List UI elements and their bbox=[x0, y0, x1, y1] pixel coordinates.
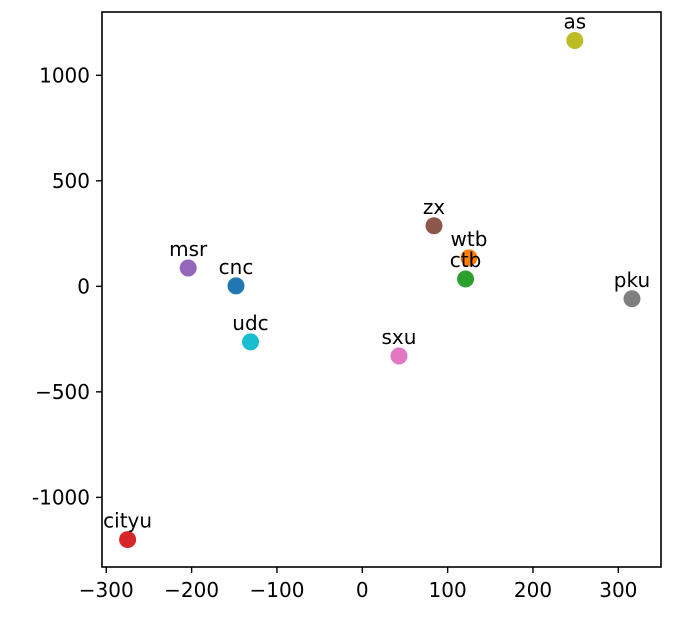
point-label-cityu: cityu bbox=[103, 509, 152, 533]
y-tick-label: −500 bbox=[35, 380, 90, 404]
y-tick-label: -1000 bbox=[32, 485, 90, 509]
data-points bbox=[119, 31, 641, 549]
point-label-wtb: wtb bbox=[451, 227, 488, 251]
data-point-msr bbox=[179, 259, 197, 277]
data-point-cityu bbox=[119, 531, 137, 549]
plot-frame bbox=[101, 11, 662, 568]
x-tick-label: 0 bbox=[356, 578, 369, 602]
x-tick-label: −300 bbox=[79, 578, 134, 602]
point-label-udc: udc bbox=[232, 311, 268, 335]
point-label-ctb: ctb bbox=[450, 248, 482, 272]
x-tick-label: −200 bbox=[164, 578, 219, 602]
data-point-sxu bbox=[390, 347, 408, 365]
y-tick-label: 500 bbox=[52, 169, 90, 193]
data-point-zx bbox=[425, 217, 443, 235]
x-tick-label: −100 bbox=[249, 578, 304, 602]
x-tick-label: 200 bbox=[514, 578, 552, 602]
point-label-sxu: sxu bbox=[382, 325, 417, 349]
data-point-wtb bbox=[460, 249, 478, 267]
point-label-msr: msr bbox=[169, 237, 208, 261]
x-tick-label: 100 bbox=[429, 578, 467, 602]
data-point-udc bbox=[241, 333, 259, 351]
point-label-zx: zx bbox=[423, 195, 445, 219]
x-tick-label: 300 bbox=[599, 578, 637, 602]
y-tick-label: 0 bbox=[77, 274, 90, 298]
point-label-cnc: cnc bbox=[219, 255, 254, 279]
axis-ticks: −300 −200 −100 0 100 200 300 1000 500 0 −500 -1000 bbox=[32, 63, 638, 602]
y-tick-label: 1000 bbox=[39, 63, 90, 87]
point-label-as: as bbox=[563, 9, 586, 33]
data-point-ctb bbox=[457, 270, 475, 288]
point-label-pku: pku bbox=[614, 268, 650, 292]
data-point-as bbox=[566, 31, 584, 49]
data-point-pku bbox=[623, 290, 641, 308]
data-point-cnc bbox=[227, 277, 245, 295]
